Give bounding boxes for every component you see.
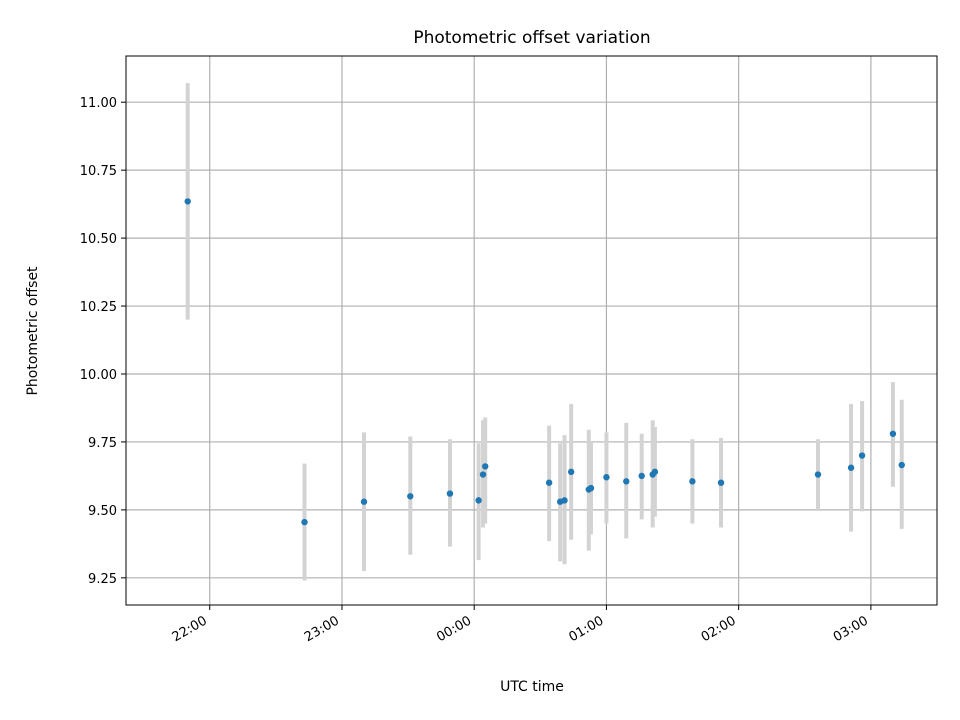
data-point: [301, 518, 308, 526]
data-point: [587, 484, 595, 492]
y-tick-label: 9.50: [88, 504, 117, 519]
data-point: [898, 461, 905, 469]
data-point: [360, 498, 368, 505]
y-tick-label: 10.75: [80, 164, 117, 179]
data-point: [479, 471, 487, 478]
data-point: [407, 493, 414, 500]
y-tick-label: 11.00: [80, 96, 117, 111]
y-axis-ticks: 9.25 9.50 9.75 10.00 10.25 10.50 10.75 11.00: [80, 96, 126, 587]
y-tick-label: 10.25: [80, 300, 117, 315]
y-axis-label: Photometric offset: [25, 266, 41, 396]
data-points: [184, 198, 905, 526]
x-axis-label: UTC time: [500, 679, 564, 695]
y-tick-label: 9.75: [88, 436, 117, 451]
data-point: [858, 452, 866, 459]
data-point: [446, 490, 454, 497]
data-point: [623, 478, 630, 485]
data-point: [847, 464, 855, 471]
data-point: [603, 474, 610, 481]
data-point: [482, 463, 489, 470]
plot-frame: [125, 55, 938, 606]
data-point: [567, 468, 575, 476]
y-tick-label: 10.50: [80, 232, 117, 247]
y-tick-label: 9.25: [88, 572, 117, 587]
data-point: [889, 430, 897, 437]
data-point: [689, 478, 696, 485]
chart-title: Photometric offset variation: [413, 28, 650, 48]
y-tick-label: 10.00: [80, 368, 117, 383]
grid: [126, 56, 937, 605]
data-point: [651, 468, 659, 476]
data-point: [717, 479, 725, 486]
data-point: [814, 471, 822, 478]
data-point: [545, 479, 553, 486]
data-point: [638, 472, 645, 480]
data-point: [561, 497, 568, 504]
data-point: [475, 497, 482, 504]
data-point: [184, 198, 191, 205]
